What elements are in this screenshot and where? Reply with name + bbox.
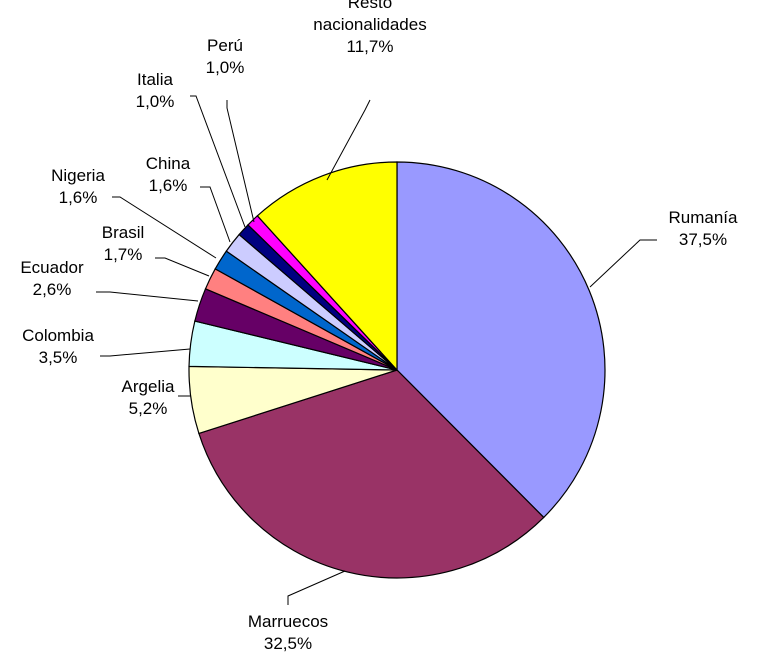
label-china: China 1,6%	[146, 154, 191, 195]
leader-line-rumania	[589, 239, 657, 288]
slice-name-label: nacionalidades	[313, 15, 426, 34]
slice-labels: Rumanía 37,5% Marruecos 32,5% Argelia 5,2% Col…	[20, 0, 738, 653]
slice-name-label: Nigeria	[51, 166, 105, 185]
label-rumania: Rumanía 37,5%	[669, 208, 739, 249]
slice-name-label: Perú	[207, 36, 243, 55]
slice-value-label: 1,6%	[59, 188, 98, 207]
slice-value-label: 1,7%	[104, 245, 143, 264]
slice-name-label: Rumanía	[669, 208, 739, 227]
slice-value-label: 1,0%	[136, 92, 175, 111]
leader-line-china	[200, 186, 231, 243]
label-italia: Italia 1,0%	[136, 70, 175, 111]
label-ecuador: Ecuador 2,6%	[20, 258, 84, 299]
slice-rumania	[396, 161, 606, 519]
label-marruecos: Marruecos 32,5%	[248, 612, 328, 653]
slice-name-label: Ecuador	[20, 258, 84, 277]
label-peru: Perú 1,0%	[206, 36, 245, 77]
leader-line-peru	[226, 100, 255, 223]
slice-name-label: China	[146, 154, 191, 173]
label-brasil: Brasil 1,7%	[102, 223, 145, 264]
label-resto-nacionalidades: Resto nacionalidades 11,7%	[313, 0, 426, 56]
leader-line-nigeria	[112, 196, 217, 259]
leader-line-italia	[190, 95, 246, 228]
slice-resto-nacionalidades	[256, 161, 398, 372]
label-argelia: Argelia 5,2%	[122, 377, 175, 418]
leader-lines	[96, 95, 657, 605]
slice-value-label: 11,7%	[347, 37, 394, 56]
slice-value-label: 5,2%	[129, 399, 168, 418]
slice-name-label: Colombia	[22, 326, 94, 345]
slice-name-label: Argelia	[122, 377, 175, 396]
label-nigeria: Nigeria 1,6%	[51, 166, 105, 207]
leader-line-marruecos	[287, 570, 346, 605]
slice-value-label: 32,5%	[264, 634, 312, 653]
slice-value-label: 2,6%	[33, 280, 72, 299]
leader-line-brasil	[155, 257, 210, 277]
slice-value-label: 37,5%	[679, 230, 727, 249]
pie-slices	[188, 161, 606, 579]
slice-marruecos	[198, 369, 545, 579]
label-colombia: Colombia 3,5%	[22, 326, 94, 367]
slice-name-label: Marruecos	[248, 612, 328, 631]
slice-value-label: 1,0%	[206, 58, 245, 77]
leader-line-ecuador	[96, 291, 199, 302]
slice-name-label: Brasil	[102, 223, 145, 242]
slice-name-label: Italia	[137, 70, 173, 89]
slice-value-label: 1,6%	[149, 176, 188, 195]
slice-value-label: 3,5%	[39, 348, 78, 367]
leader-line-colombia	[100, 348, 191, 357]
leader-line-resto-nacionalidades	[326, 99, 371, 181]
slice-name-label: Resto	[348, 0, 392, 12]
